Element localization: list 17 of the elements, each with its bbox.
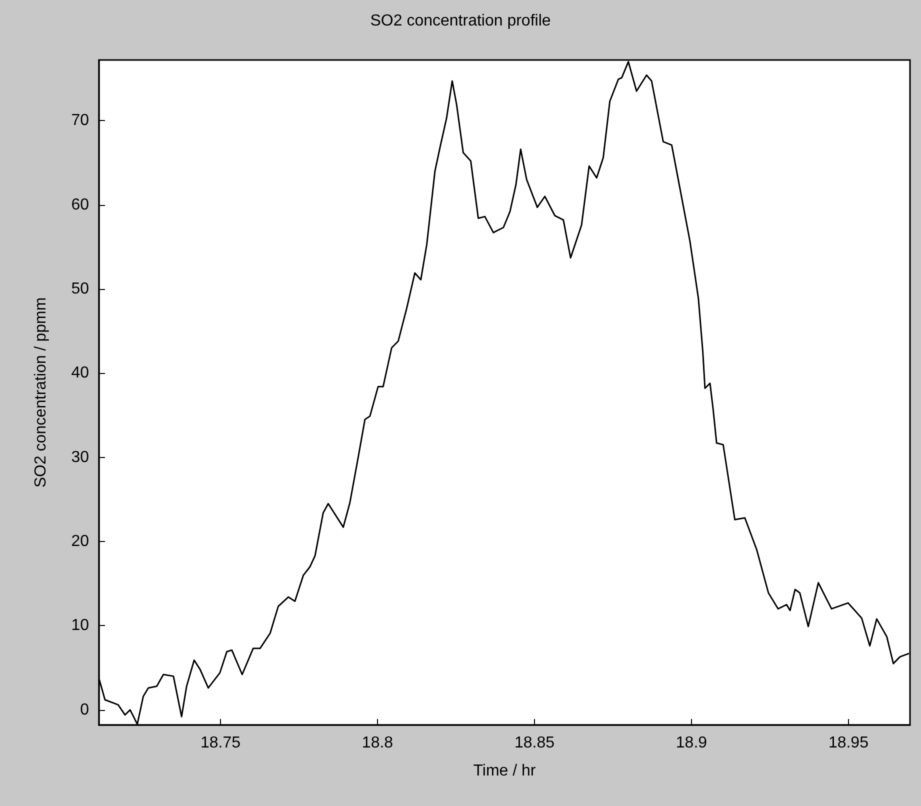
- y-tick-label: 50: [71, 280, 90, 298]
- y-axis-title: SO2 concentration / ppmm: [32, 297, 50, 488]
- y-tick-label: 30: [71, 448, 90, 466]
- x-axis-title: Time / hr: [473, 762, 536, 780]
- y-tick-label: 70: [71, 112, 90, 130]
- y-tick-label: 60: [71, 196, 90, 214]
- x-tick-label: 18.85: [514, 734, 555, 752]
- x-tick-label: 18.8: [362, 734, 394, 752]
- y-tick-label: 20: [71, 532, 90, 550]
- chart-title: SO2 concentration profile: [370, 12, 551, 30]
- x-tick-label: 18.9: [676, 734, 708, 752]
- x-tick-label: 18.75: [200, 734, 241, 752]
- y-tick-label: 40: [71, 364, 90, 382]
- y-tick-label: 0: [80, 701, 90, 718]
- line-series: [98, 60, 910, 725]
- y-tick-label: 10: [71, 617, 90, 634]
- x-tick-label: 18.95: [828, 734, 869, 752]
